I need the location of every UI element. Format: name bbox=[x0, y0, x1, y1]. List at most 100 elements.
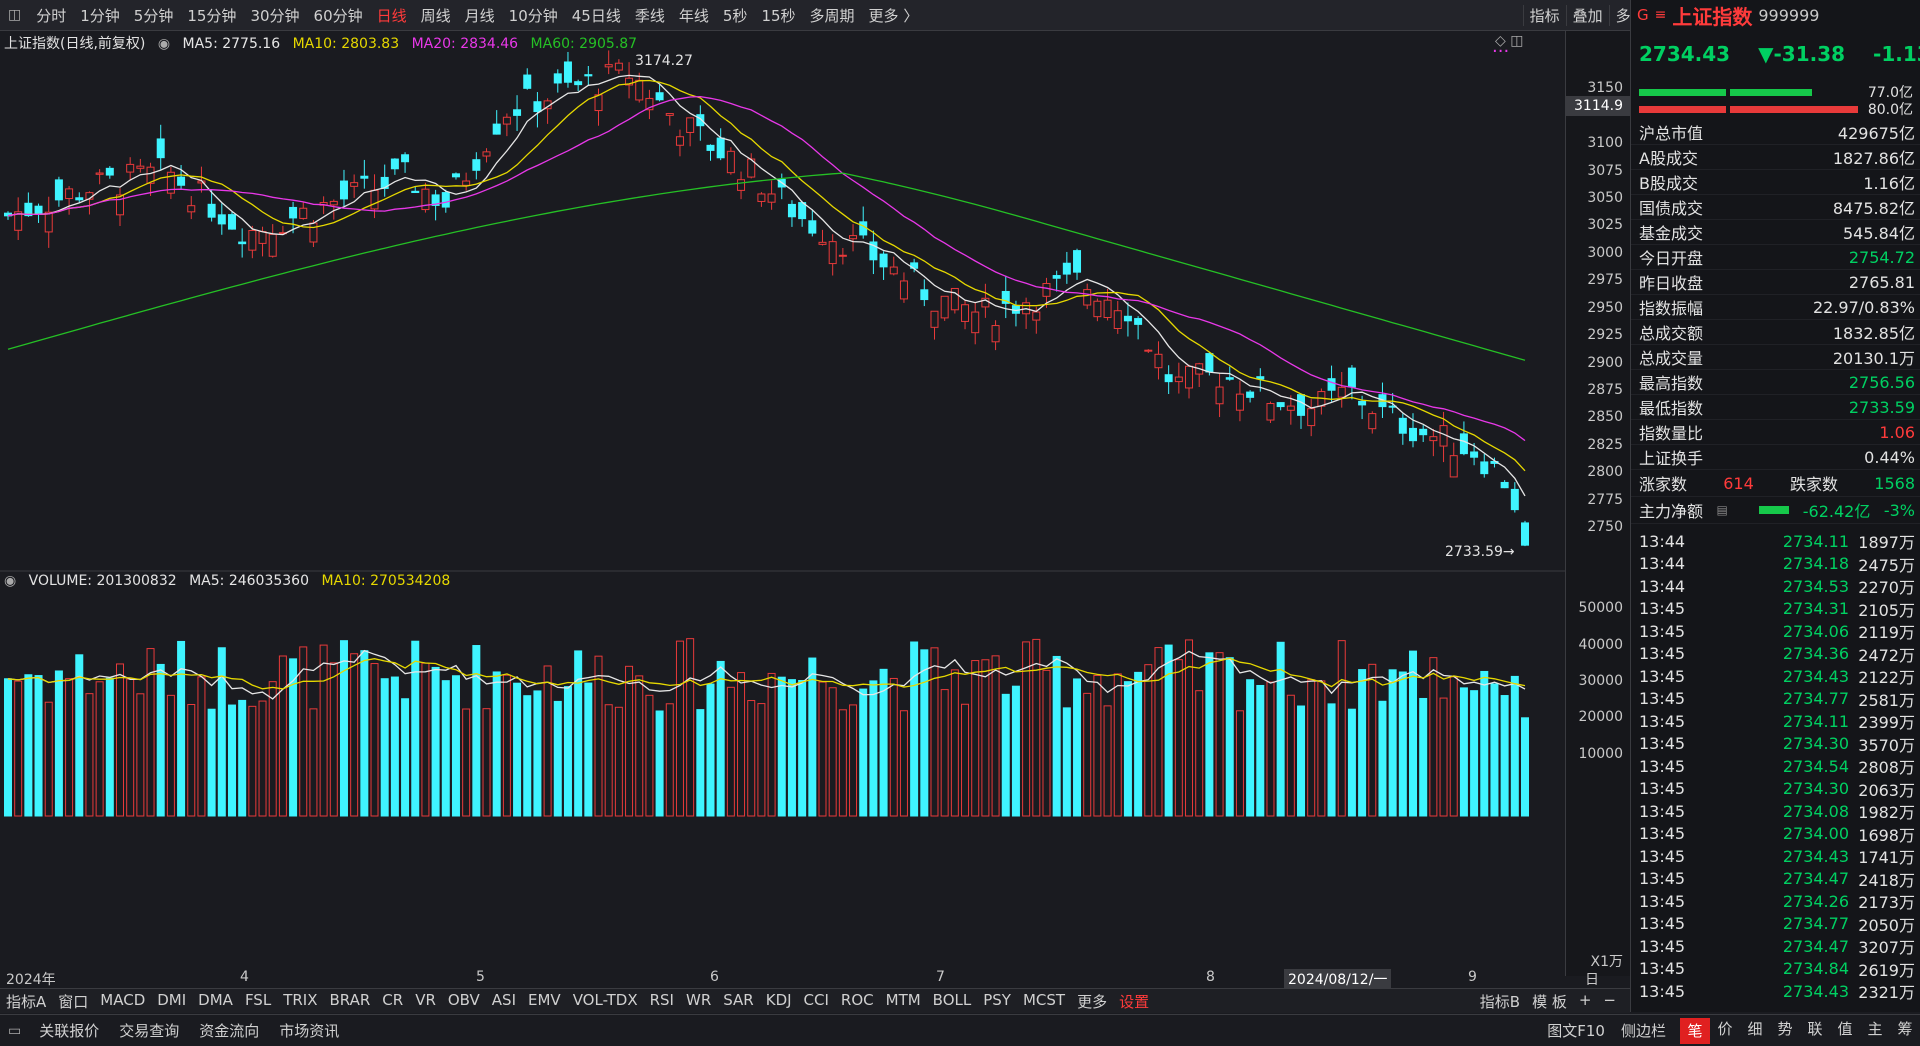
period-tab-item-5[interactable]: 60分钟 bbox=[313, 6, 363, 25]
more-dots-icon[interactable]: ··· bbox=[1492, 41, 1510, 62]
panel-button-item-3[interactable]: 势 bbox=[1777, 1019, 1793, 1038]
price-tick: 3150 bbox=[1587, 80, 1623, 97]
chart-area[interactable]: 上证指数(日线,前复权) ◉ MA5: 2775.16 MA10: 2803.8… bbox=[0, 31, 1565, 976]
period-tab-item-6[interactable]: 日线 bbox=[376, 6, 407, 25]
period-tab-item-16[interactable]: 更多 〉 bbox=[868, 6, 919, 25]
indicator-tab-item-4[interactable]: DMA bbox=[198, 990, 233, 1009]
indicator-tab-item-10[interactable]: OBV bbox=[447, 990, 480, 1009]
indicator-tab-item-19[interactable]: ROC bbox=[840, 990, 874, 1009]
indicator-tab-item-21[interactable]: BOLL bbox=[932, 990, 972, 1009]
panel-button-item-7[interactable]: 筹 bbox=[1897, 1019, 1913, 1038]
volume-bar bbox=[380, 678, 389, 817]
period-tab-item-0[interactable]: 分时 bbox=[36, 6, 67, 25]
tick-price: 2734.53 bbox=[1782, 576, 1849, 596]
indicator-tab-item-15[interactable]: WR bbox=[685, 990, 712, 1009]
candle-body bbox=[34, 205, 43, 215]
window-icon[interactable]: ▭ bbox=[8, 1022, 22, 1039]
period-tab-item-9[interactable]: 10分钟 bbox=[508, 6, 558, 25]
period-tab-item-7[interactable]: 周线 bbox=[420, 6, 451, 25]
indicator-right-item-2[interactable]: + bbox=[1578, 990, 1592, 1009]
period-tab-item-8[interactable]: 月线 bbox=[464, 6, 495, 25]
indicator-tab-item-17[interactable]: KDJ bbox=[765, 990, 792, 1009]
volume-bar bbox=[686, 638, 695, 817]
menu-lines-icon[interactable]: ≡ bbox=[1654, 7, 1667, 23]
candle-body bbox=[655, 92, 664, 101]
tick-row: 13:45 2734.43 1741万 bbox=[1631, 845, 1920, 868]
period-tab-item-13[interactable]: 5秒 bbox=[722, 6, 748, 25]
tool-button-item-0[interactable]: 指标 bbox=[1522, 4, 1566, 26]
volume-eye-icon[interactable]: ◉ bbox=[4, 573, 17, 589]
panel-button-item-1[interactable]: 价 bbox=[1717, 1019, 1733, 1038]
panel-button-item-6[interactable]: 主 bbox=[1867, 1019, 1883, 1038]
sidebar-toggle[interactable]: 侧边栏 bbox=[1620, 1022, 1666, 1040]
panel-button-item-0[interactable]: 笔 bbox=[1680, 1017, 1710, 1044]
indicator-tab-item-23[interactable]: MCST bbox=[1022, 990, 1066, 1009]
price-tick: 3100 bbox=[1587, 135, 1623, 152]
indicator-tab-item-0[interactable]: 指标A bbox=[6, 992, 47, 1011]
volume-bar bbox=[635, 675, 644, 817]
tick-time: 13:45 bbox=[1639, 621, 1686, 641]
stat-value: 545.84亿 bbox=[1843, 224, 1915, 243]
indicator-tab-item-24[interactable]: 更多 bbox=[1077, 992, 1108, 1011]
panel-button-item-5[interactable]: 值 bbox=[1837, 1019, 1853, 1038]
volume-bar bbox=[1042, 669, 1051, 817]
panel-button-item-4[interactable]: 联 bbox=[1807, 1019, 1823, 1038]
indicator-tab-item-20[interactable]: MTM bbox=[885, 990, 921, 1009]
period-tab-item-10[interactable]: 45日线 bbox=[571, 6, 621, 25]
period-tab-item-2[interactable]: 5分钟 bbox=[133, 6, 174, 25]
indicator-tab-item-11[interactable]: ASI bbox=[491, 990, 516, 1009]
tool-button-item-1[interactable]: 叠加 bbox=[1565, 4, 1609, 26]
tick-price: 2734.47 bbox=[1782, 936, 1849, 956]
indicator-right-item-1[interactable]: 模 板 bbox=[1532, 992, 1567, 1011]
period-tab-item-1[interactable]: 1分钟 bbox=[80, 6, 120, 25]
volume-bar bbox=[227, 704, 236, 817]
indicator-tab-item-25[interactable]: 设置 bbox=[1119, 992, 1150, 1011]
indicator-tab-item-7[interactable]: BRAR bbox=[329, 990, 371, 1009]
indicator-tab-item-16[interactable]: SAR bbox=[723, 990, 754, 1009]
period-tab-item-3[interactable]: 15分钟 bbox=[187, 6, 237, 25]
candle-body bbox=[350, 182, 359, 187]
menu-icon[interactable]: ◫ bbox=[8, 7, 22, 23]
chart-settings-icons[interactable]: ◇ ◫ bbox=[1495, 33, 1524, 49]
candle-body bbox=[849, 235, 858, 240]
flow-info-icon[interactable]: ▤ bbox=[1716, 503, 1728, 517]
eye-icon[interactable]: ◉ bbox=[157, 36, 171, 52]
tick-row: 13:45 2734.43 2321万 bbox=[1631, 980, 1920, 1003]
indicator-right-item-0[interactable]: 指标B bbox=[1479, 992, 1521, 1011]
indicator-tab-item-5[interactable]: FSL bbox=[244, 990, 272, 1009]
ma5-label: MA5: 2775.16 bbox=[182, 36, 281, 52]
indicator-tab-item-13[interactable]: VOL-TDX bbox=[572, 990, 638, 1009]
indicator-tab-item-3[interactable]: DMI bbox=[157, 990, 187, 1009]
candle-body bbox=[604, 64, 613, 68]
candle-body bbox=[126, 163, 135, 173]
volume-bar bbox=[747, 700, 756, 817]
panel-button-item-2[interactable]: 细 bbox=[1747, 1019, 1763, 1038]
price-tick: 2925 bbox=[1587, 327, 1623, 344]
tick-row: 13:44 2734.11 1897万 bbox=[1631, 530, 1920, 553]
indicator-tab-item-1[interactable]: 窗口 bbox=[58, 992, 89, 1011]
red-bar-1 bbox=[1639, 106, 1726, 113]
tick-time: 13:44 bbox=[1639, 576, 1686, 596]
indicator-tab-item-9[interactable]: VR bbox=[415, 990, 436, 1009]
status-link-item-1[interactable]: 交易查询 bbox=[119, 1022, 180, 1040]
indicator-tab-item-6[interactable]: TRIX bbox=[283, 990, 318, 1009]
period-tab-item-11[interactable]: 季线 bbox=[634, 6, 665, 25]
indicator-tab-item-18[interactable]: CCI bbox=[803, 990, 829, 1009]
period-tab-item-15[interactable]: 多周期 bbox=[809, 6, 855, 25]
indicator-tab-item-14[interactable]: RSI bbox=[649, 990, 674, 1009]
period-tab-item-12[interactable]: 年线 bbox=[678, 6, 709, 25]
price-tick: 2850 bbox=[1587, 409, 1623, 426]
period-tab-item-14[interactable]: 15秒 bbox=[761, 6, 796, 25]
period-tab-item-4[interactable]: 30分钟 bbox=[250, 6, 300, 25]
indicator-tab-item-12[interactable]: EMV bbox=[528, 990, 561, 1009]
indicator-right-item-3[interactable]: − bbox=[1603, 990, 1616, 1009]
f10-link[interactable]: 图文F10 bbox=[1547, 1022, 1605, 1040]
status-link-item-3[interactable]: 市场资讯 bbox=[279, 1022, 340, 1040]
indicator-tab-item-22[interactable]: PSY bbox=[983, 990, 1011, 1009]
status-link-item-0[interactable]: 关联报价 bbox=[39, 1022, 100, 1040]
indicator-tab-item-2[interactable]: MACD bbox=[100, 990, 146, 1009]
status-link-item-2[interactable]: 资金流向 bbox=[199, 1022, 260, 1040]
indicator-tab-item-8[interactable]: CR bbox=[382, 990, 404, 1009]
candle-body bbox=[645, 97, 654, 111]
candle-body bbox=[156, 138, 165, 159]
